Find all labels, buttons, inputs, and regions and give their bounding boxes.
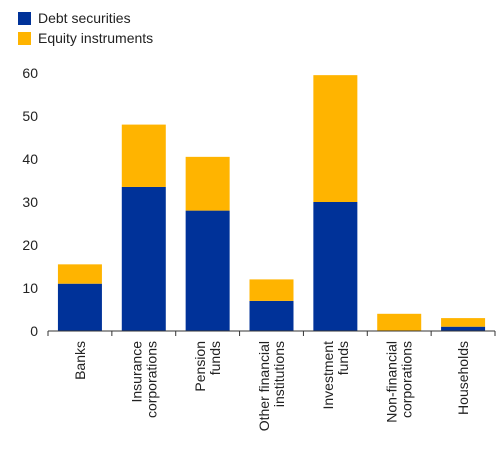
bar-equity-instruments [313, 75, 358, 202]
y-tick-label: 20 [22, 237, 38, 253]
bar-equity-instruments [441, 318, 486, 327]
bar-debt-securities [441, 326, 486, 331]
legend-label-1: Debt securities [38, 10, 131, 26]
y-tick-label: 60 [22, 65, 38, 81]
x-tick-label: corporations [143, 341, 159, 418]
x-tick-label: funds [335, 341, 351, 375]
y-tick-label: 40 [22, 151, 38, 167]
bar-equity-instruments [185, 156, 230, 211]
x-tick-label: institutions [271, 341, 287, 407]
y-tick-label: 50 [22, 108, 38, 124]
x-tick-label: Pension [192, 341, 208, 392]
legend-swatch-1 [18, 12, 31, 25]
bar-equity-instruments [249, 279, 294, 301]
bar-debt-securities [57, 283, 102, 331]
x-tick-label: funds [207, 341, 223, 375]
bar-equity-instruments [121, 124, 166, 187]
legend-label-2: Equity instruments [38, 30, 153, 46]
x-tick-label: Households [455, 341, 471, 415]
x-tick-label: corporations [399, 341, 415, 418]
bar-debt-securities [121, 186, 166, 331]
x-tick-label: Non-financial [384, 341, 400, 423]
x-tick-label: Other financial [256, 341, 272, 431]
legend-swatch-2 [18, 32, 31, 45]
bar-debt-securities [313, 202, 358, 331]
y-tick-label: 0 [30, 323, 38, 339]
bar-equity-instruments [57, 264, 102, 284]
bar-debt-securities [249, 300, 294, 331]
bar-debt-securities [185, 210, 230, 331]
y-tick-label: 10 [22, 280, 38, 296]
y-tick-label: 30 [22, 194, 38, 210]
x-tick-label: Banks [72, 341, 88, 380]
x-tick-label: Investment [320, 341, 336, 410]
x-tick-label: Insurance [128, 341, 144, 403]
bar-equity-instruments [377, 313, 422, 331]
